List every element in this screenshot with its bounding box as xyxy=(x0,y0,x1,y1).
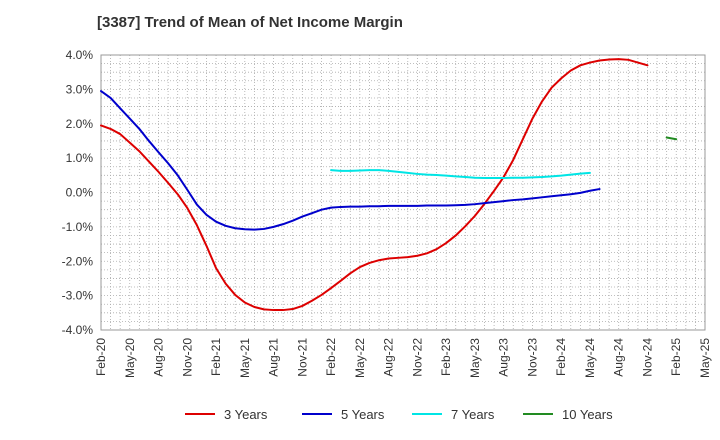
x-tick-label: Aug-23 xyxy=(497,338,511,377)
x-tick-label: Nov-21 xyxy=(295,338,309,377)
x-tick-label: Feb-21 xyxy=(209,338,223,376)
series-line-5-years xyxy=(100,90,601,231)
y-tick-label: 4.0% xyxy=(66,48,94,62)
legend-label: 10 Years xyxy=(562,407,613,422)
y-tick-label: -4.0% xyxy=(62,323,94,337)
x-tick-label: Feb-25 xyxy=(669,338,683,376)
x-tick-label: Nov-20 xyxy=(180,338,194,377)
x-tick-label: Feb-20 xyxy=(94,338,108,376)
x-tick-label: Nov-24 xyxy=(640,338,654,377)
x-tick-label: May-25 xyxy=(698,338,712,378)
y-tick-label: -3.0% xyxy=(62,289,94,303)
x-tick-label: Aug-24 xyxy=(612,338,626,377)
x-tick-label: Nov-23 xyxy=(525,338,539,377)
y-tick-label: 1.0% xyxy=(66,151,94,165)
y-axis: 4.0% 3.0% 2.0% 1.0% 0.0% -1.0% -2.0% -3.0% -4.0% xyxy=(62,48,94,337)
grid xyxy=(100,54,706,331)
series-line-10-years xyxy=(665,136,678,141)
y-tick-label: -1.0% xyxy=(62,220,94,234)
y-tick-label: 2.0% xyxy=(66,117,94,131)
legend-label: 3 Years xyxy=(224,407,268,422)
x-tick-label: Aug-22 xyxy=(382,338,396,377)
legend: 3 Years 5 Years 7 Years 10 Years xyxy=(185,407,613,422)
y-tick-label: 3.0% xyxy=(66,82,94,96)
legend-label: 5 Years xyxy=(341,407,385,422)
plot-area-frame xyxy=(100,54,706,331)
x-tick-label: May-22 xyxy=(353,338,367,378)
x-tick-label: May-20 xyxy=(123,338,137,378)
y-tick-label: -2.0% xyxy=(62,254,94,268)
y-tick-label: 0.0% xyxy=(66,186,94,200)
x-tick-label: May-23 xyxy=(468,338,482,378)
x-tick-label: May-21 xyxy=(238,338,252,378)
x-tick-label: Aug-21 xyxy=(267,338,281,377)
x-tick-label: Feb-23 xyxy=(439,338,453,376)
x-axis: Feb-20 May-20 Aug-20 Nov-20 Feb-21 May-21 Aug-… xyxy=(94,338,712,378)
series-lines xyxy=(100,58,678,312)
x-tick-label: Aug-20 xyxy=(152,338,166,377)
series-line-7-years xyxy=(330,169,591,180)
series-line-3-years xyxy=(100,58,649,312)
chart-title: [3387] Trend of Mean of Net Income Margi… xyxy=(97,14,403,31)
x-tick-label: Nov-22 xyxy=(410,338,424,377)
x-tick-label: Feb-22 xyxy=(324,338,338,376)
legend-label: 7 Years xyxy=(451,407,495,422)
x-tick-label: Feb-24 xyxy=(554,338,568,376)
x-tick-label: May-24 xyxy=(583,338,597,378)
